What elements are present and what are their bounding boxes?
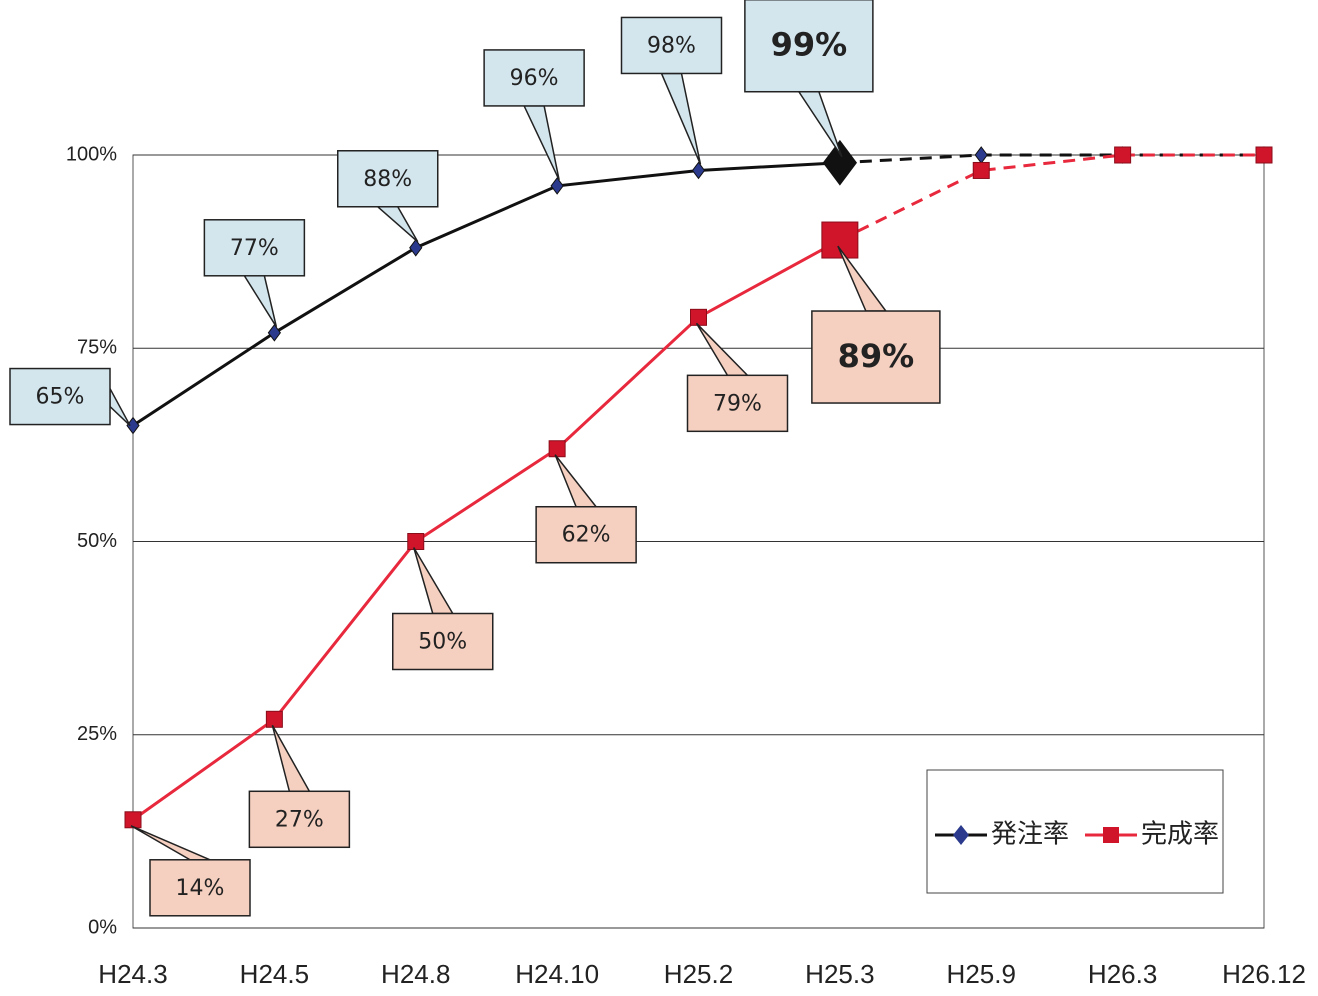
point-marker — [972, 161, 990, 179]
point-marker — [126, 416, 140, 435]
data-label: 89% — [838, 337, 915, 375]
callout-pointer — [522, 105, 560, 181]
point-marker — [690, 308, 707, 326]
data-label: 27% — [275, 807, 324, 832]
callout-pointer — [837, 245, 888, 312]
legend-box — [926, 769, 1224, 894]
data-label: 88% — [363, 167, 412, 192]
y-tick-label: 25% — [77, 723, 117, 745]
callout-box — [535, 505, 637, 564]
data-label: 65% — [36, 385, 85, 410]
callout-box — [248, 790, 351, 849]
point-marker — [550, 177, 564, 195]
legend: 発注率 完成率 — [926, 769, 1224, 894]
point-marker — [821, 221, 859, 259]
y-tick-label: 100% — [66, 143, 117, 165]
data-label: 14% — [176, 876, 225, 901]
data-label: 99% — [771, 26, 848, 64]
callout: 98% — [620, 16, 723, 165]
x-tick-label: H24.8 — [381, 959, 450, 989]
point-marker — [267, 323, 281, 342]
point-marker — [548, 440, 566, 458]
data-label: 79% — [713, 391, 762, 416]
point-marker — [1255, 146, 1273, 164]
data-label: 50% — [418, 630, 467, 655]
callout-box — [744, 0, 874, 93]
callout-pointer — [797, 90, 843, 158]
point-marker — [1114, 146, 1132, 164]
legend-label: 完成率 — [1141, 820, 1219, 850]
y-tick-label: 50% — [77, 530, 117, 552]
callout-box — [337, 150, 439, 208]
point-marker — [407, 533, 425, 550]
callout-pointer — [375, 206, 419, 243]
x-tick-label: H26.12 — [1222, 959, 1306, 989]
callout: 88% — [337, 150, 439, 243]
x-tick-label: H25.9 — [947, 959, 1016, 989]
x-tick-label: H25.2 — [664, 959, 733, 989]
x-tick-label: H26.3 — [1088, 959, 1157, 989]
series-line — [132, 161, 840, 427]
callout-pointer — [109, 388, 131, 427]
series-line-projected — [839, 153, 1264, 165]
callout-pointer — [554, 454, 598, 508]
data-label: 96% — [510, 66, 559, 91]
callout-box — [811, 310, 941, 404]
callout: 96% — [483, 49, 585, 181]
callout-pointer — [243, 275, 278, 328]
callout: 89% — [811, 245, 941, 404]
callout-box — [203, 219, 306, 277]
callout-box — [483, 49, 585, 107]
point-marker — [691, 161, 706, 180]
point-marker — [409, 238, 423, 257]
legend-marker — [953, 825, 969, 845]
callout-box — [149, 859, 251, 917]
series — [126, 139, 1271, 435]
point-marker — [822, 139, 857, 186]
point-marker — [124, 811, 142, 829]
callout-box — [686, 374, 789, 433]
x-tick-label: H24.5 — [240, 959, 309, 989]
data-label: 77% — [230, 236, 279, 261]
callout-box — [9, 367, 111, 426]
x-tick-label: H24.3 — [98, 959, 167, 989]
series — [124, 146, 1273, 829]
series-line — [132, 238, 841, 822]
callout: 77% — [203, 219, 306, 328]
callout-pointer — [130, 825, 211, 861]
y-tick-label: 0% — [88, 916, 117, 938]
callout-pointer — [413, 547, 455, 615]
point-marker — [265, 710, 283, 728]
data-label: 62% — [562, 523, 611, 548]
callout: 79% — [686, 322, 789, 433]
legend-label: 発注率 — [991, 820, 1069, 850]
callout-box — [392, 612, 494, 671]
data-label: 98% — [647, 33, 696, 58]
callout-box — [620, 16, 723, 75]
x-tick-label: H25.3 — [805, 959, 874, 989]
callout: 27% — [248, 724, 351, 849]
callout: 99% — [744, 0, 874, 158]
legend-marker — [1103, 827, 1119, 843]
callout: 65% — [9, 367, 131, 427]
y-tick-label: 75% — [77, 337, 117, 359]
callout: 50% — [392, 547, 494, 671]
callout: 62% — [535, 454, 637, 564]
callout-pointer — [695, 322, 750, 377]
callout: 14% — [130, 825, 251, 917]
x-tick-label: H24.10 — [515, 959, 599, 989]
point-marker — [974, 146, 988, 164]
series-line-projected — [839, 153, 1264, 242]
callout-pointer — [660, 72, 702, 165]
